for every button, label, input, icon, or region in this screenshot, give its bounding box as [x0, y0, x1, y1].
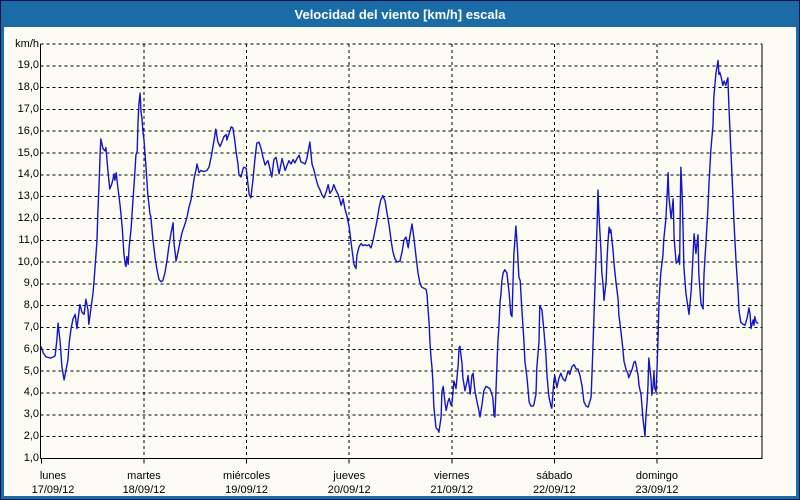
y-tick-label: 1,0	[23, 451, 39, 464]
y-tick-label: 5,0	[23, 364, 39, 377]
y-tick-label: 19,0	[17, 59, 39, 72]
y-tick-label: 13,0	[17, 190, 39, 203]
day-name-label: domingo	[635, 470, 679, 482]
y-tick-label: 6,0	[23, 342, 39, 355]
day-name-label: viernes	[434, 470, 470, 482]
y-tick-label: 8,0	[23, 299, 39, 312]
day-date-label: 21/09/12	[430, 484, 474, 496]
title-bar: Velocidad del viento [km/h] escala	[3, 3, 797, 26]
day-name-label: jueves	[333, 470, 366, 482]
day-date-label: 22/09/12	[532, 484, 576, 496]
y-tick-label: 3,0	[23, 408, 39, 421]
y-tick-label: 18,0	[17, 81, 39, 94]
day-name-label: martes	[127, 470, 161, 482]
y-tick-label: 17,0	[17, 102, 39, 115]
y-tick-label: 2,0	[23, 430, 39, 443]
y-tick-label: 10,0	[17, 255, 39, 268]
day-name-label: miércoles	[223, 470, 271, 482]
y-tick-label: 11,0	[18, 233, 39, 246]
day-date-label: 18/09/12	[122, 484, 166, 496]
y-tick-label: 7,0	[23, 321, 39, 334]
day-date-label: 19/09/12	[225, 484, 268, 496]
y-axis-unit-label: km/h	[15, 37, 39, 50]
day-date-label: 23/09/12	[635, 484, 679, 496]
y-tick-label: 15,0	[17, 146, 39, 159]
chart-content-area: km/h 19,0 18,0 17,0 16,0 15,0 14,0 13,0 12,0 11,…	[4, 27, 796, 496]
wind-speed-line	[40, 59, 759, 438]
y-tick-label: 14,0	[17, 168, 39, 181]
y-tick-label: 16,0	[17, 124, 39, 137]
day-date-label: 17/09/12	[31, 484, 75, 496]
y-tick-label: 9,0	[23, 277, 39, 290]
day-date-label: 20/09/12	[327, 484, 371, 496]
day-name-label: lunes	[39, 470, 67, 482]
y-tick-label: 4,0	[23, 386, 39, 399]
y-tick-label: 12,0	[17, 211, 39, 224]
page-title: Velocidad del viento [km/h] escala	[294, 7, 506, 22]
plot-frame	[40, 44, 763, 459]
day-name-label: sábado	[536, 470, 573, 482]
